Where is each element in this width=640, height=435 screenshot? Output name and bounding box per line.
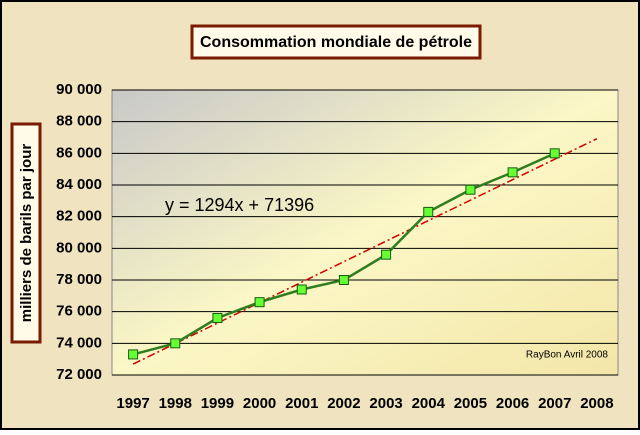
- y-tick-label: 74 000: [56, 334, 102, 351]
- y-tick-label: 78 000: [56, 271, 102, 288]
- y-tick-label: 90 000: [56, 81, 102, 98]
- chart-title: Consommation mondiale de pétrole: [200, 34, 472, 51]
- marker: [423, 206, 434, 217]
- y-tick-label: 80 000: [56, 239, 102, 256]
- y-tick-label: 84 000: [56, 176, 102, 193]
- marker: [296, 284, 307, 295]
- marker: [212, 313, 223, 323]
- y-tick-label: 76 000: [56, 303, 102, 320]
- y-tick-label: 72 000: [56, 366, 102, 383]
- y-label-box: [10, 122, 42, 344]
- x-tick-label: 2005: [454, 395, 487, 412]
- marker: [381, 249, 392, 260]
- x-tick-label: 2006: [496, 395, 529, 412]
- y-axis-label: milliers de barils par jour: [18, 144, 35, 323]
- x-tick-label: 2007: [538, 395, 571, 412]
- marker: [338, 275, 349, 285]
- marker: [128, 349, 139, 360]
- x-tick-label: 1997: [116, 395, 149, 412]
- x-tick-label: 1999: [201, 395, 234, 412]
- x-tick-label: 2001: [285, 395, 318, 412]
- x-tick-label: 2003: [369, 395, 402, 412]
- trend-line: [132, 138, 598, 365]
- y-tick-label: 86 000: [56, 144, 102, 161]
- marker: [465, 184, 476, 195]
- marker: [549, 148, 560, 159]
- marker: [254, 297, 265, 308]
- title-box: [190, 24, 482, 60]
- marker: [170, 338, 181, 349]
- marker: [507, 167, 518, 178]
- x-tick-label: 2000: [243, 395, 276, 412]
- x-tick-label: 1998: [159, 395, 192, 412]
- x-tick-label: 2002: [327, 395, 360, 412]
- x-tick-label: 2008: [580, 395, 613, 412]
- annotation: y = 1294x + 71396: [165, 195, 314, 215]
- x-tick-label: 2004: [412, 395, 446, 412]
- y-tick-label: 82 000: [56, 208, 102, 225]
- credit: RayBon Avril 2008: [526, 350, 609, 361]
- y-tick-label: 88 000: [56, 113, 102, 130]
- plot-area: [111, 89, 619, 376]
